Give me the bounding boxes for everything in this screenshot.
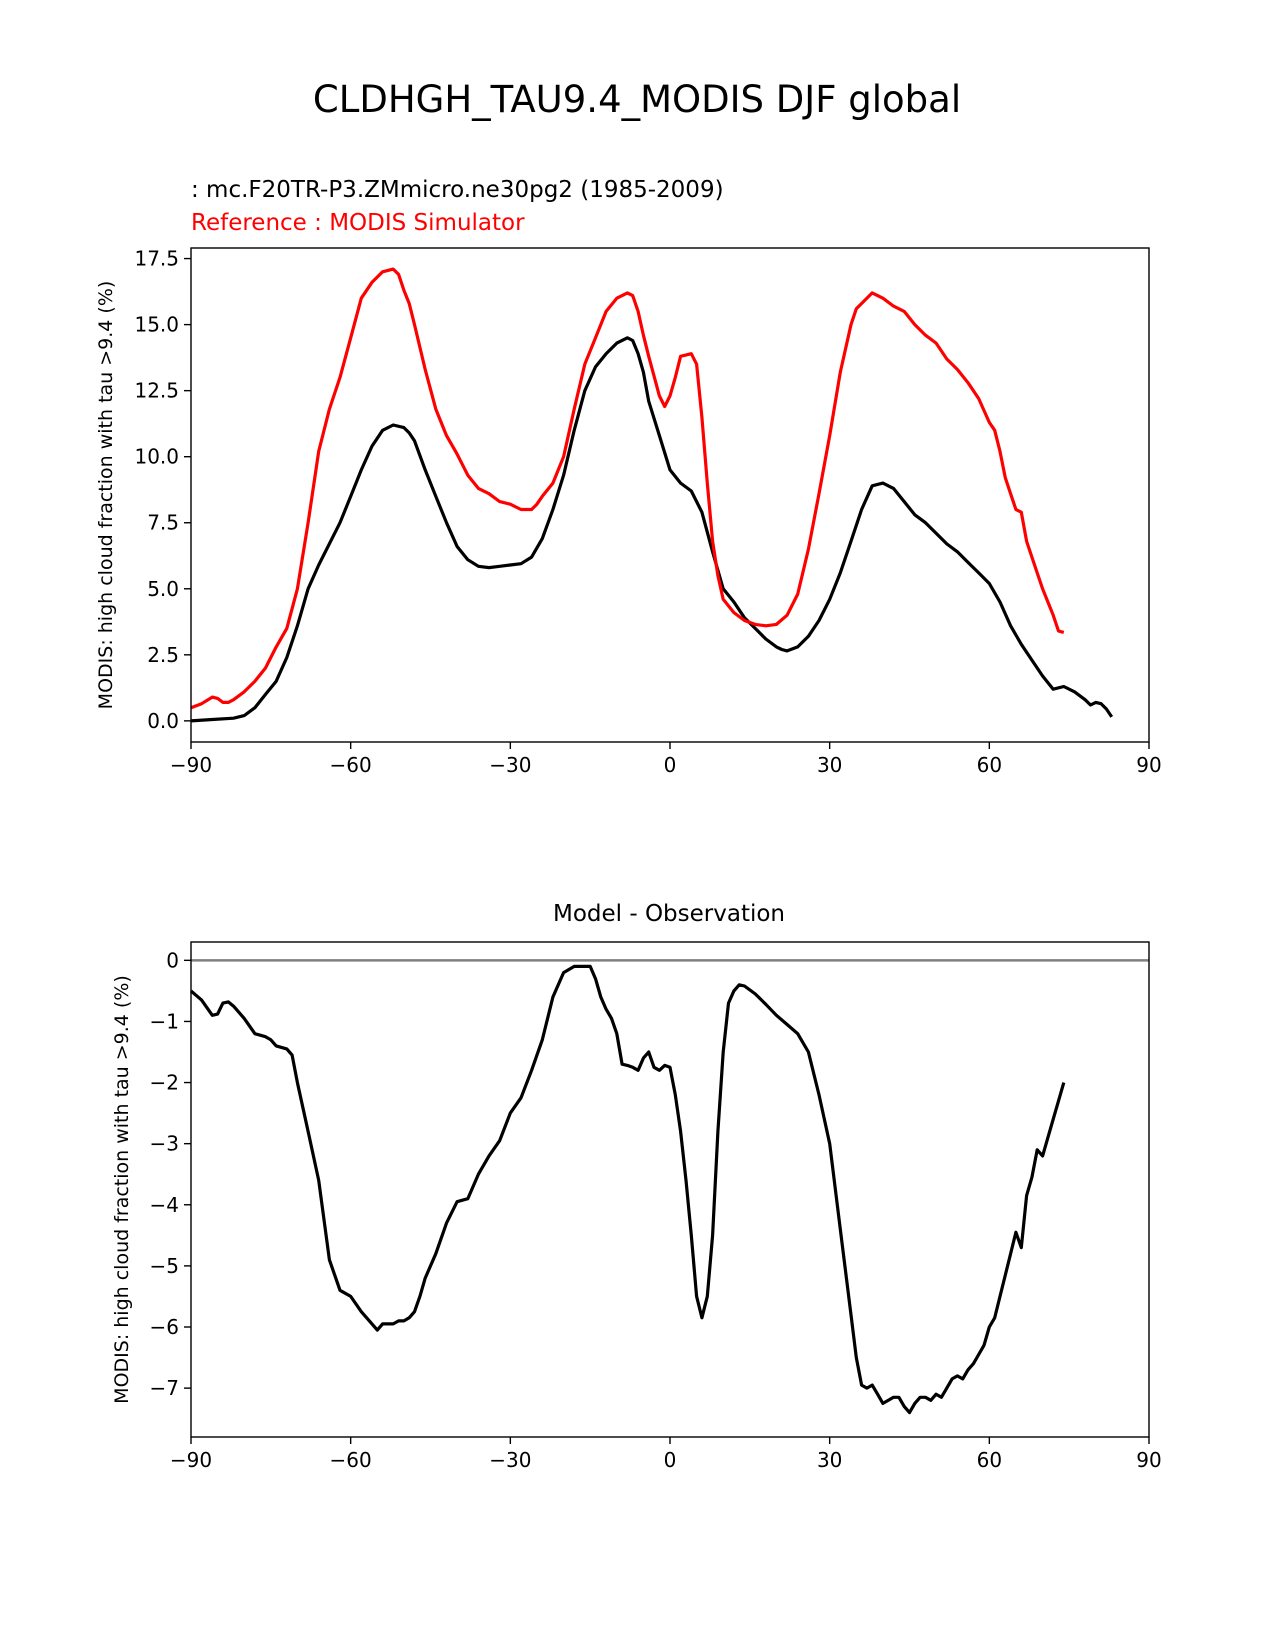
y-tick-label: 15.0 (134, 313, 179, 337)
y-axis-label: MODIS: high cloud fraction with tau >9.4… (95, 281, 117, 710)
plot-frame (190, 247, 1150, 743)
x-tick-label: 0 (664, 753, 677, 777)
y-tick-label: −2 (150, 1071, 179, 1095)
y-tick-label: 17.5 (134, 247, 179, 271)
difference-panel: Model - Observation −90 −60 −30 0 30 60 900−1−… (111, 901, 1162, 1472)
climatology-axes: −90 −60 −30 0 30 60 90 0.0 2.5 5.0 7.5 10.0 12.5 15.0… (95, 247, 1162, 777)
x-tick-label: 90 (1136, 1448, 1161, 1472)
reference-label: Reference : MODIS Simulator (191, 210, 525, 236)
x-tick-label: 60 (977, 1448, 1002, 1472)
x-tick-label: −60 (330, 1448, 372, 1472)
y-tick-label: −1 (150, 1009, 179, 1033)
y-tick-label: 0 (166, 948, 179, 972)
difference-panel-title: Model - Observation (553, 901, 785, 927)
plot-frame (190, 941, 1150, 1438)
y-tick-label: 5.0 (147, 577, 179, 601)
reference-series-line (190, 267, 1065, 710)
x-tick-label: 30 (817, 1448, 842, 1472)
y-axis-label: MODIS: high cloud fraction with tau >9.4… (111, 975, 133, 1404)
x-tick-label: −90 (170, 753, 212, 777)
y-tick-label: 10.0 (134, 445, 179, 469)
y-tick-label: 2.5 (147, 643, 179, 667)
difference-axes: −90 −60 −30 0 30 60 90 0 −1 −2 −3 −4 −5 −6 −7 MODIS: hi… (111, 941, 1162, 1472)
y-tick-label: −3 (150, 1132, 179, 1156)
y-tick-label: 12.5 (134, 379, 179, 403)
x-tick-label: −90 (170, 1448, 212, 1472)
y-tick-label: −6 (150, 1315, 179, 1339)
y-tick-label: 7.5 (147, 511, 179, 535)
y-tick-label: −7 (150, 1376, 179, 1400)
test-series-line (190, 336, 1114, 723)
x-tick-label: 30 (817, 753, 842, 777)
x-tick-label: −30 (489, 753, 531, 777)
y-tick-label: −4 (150, 1193, 179, 1217)
x-tick-label: 0 (664, 1448, 677, 1472)
difference-series-line (189, 964, 1066, 1415)
figure-title: CLDHGH_TAU9.4_MODIS DJF global (313, 78, 961, 121)
test-case-label: : mc.F20TR-P3.ZMmicro.ne30pg2 (1985-2009… (191, 177, 724, 203)
x-tick-label: −30 (489, 1448, 531, 1472)
x-tick-label: −60 (330, 753, 372, 777)
climatology-panel: : mc.F20TR-P3.ZMmicro.ne30pg2 (1985-2009… (95, 177, 1162, 777)
x-tick-label: 90 (1136, 753, 1161, 777)
y-tick-label: −5 (150, 1254, 179, 1278)
y-tick-label: 0.0 (147, 709, 179, 733)
x-tick-label: 60 (977, 753, 1002, 777)
